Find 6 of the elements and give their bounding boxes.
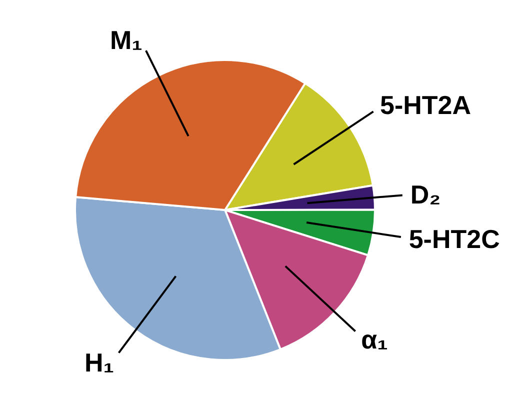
slice-label: 5-HT2A xyxy=(380,90,472,120)
slice-label: D₂ xyxy=(410,179,441,210)
slice-label: α₁ xyxy=(361,324,388,355)
slice-label: H₁ xyxy=(84,348,114,378)
slice-label: M₁ xyxy=(110,24,142,55)
slice-label: 5-HT2C xyxy=(408,224,500,254)
